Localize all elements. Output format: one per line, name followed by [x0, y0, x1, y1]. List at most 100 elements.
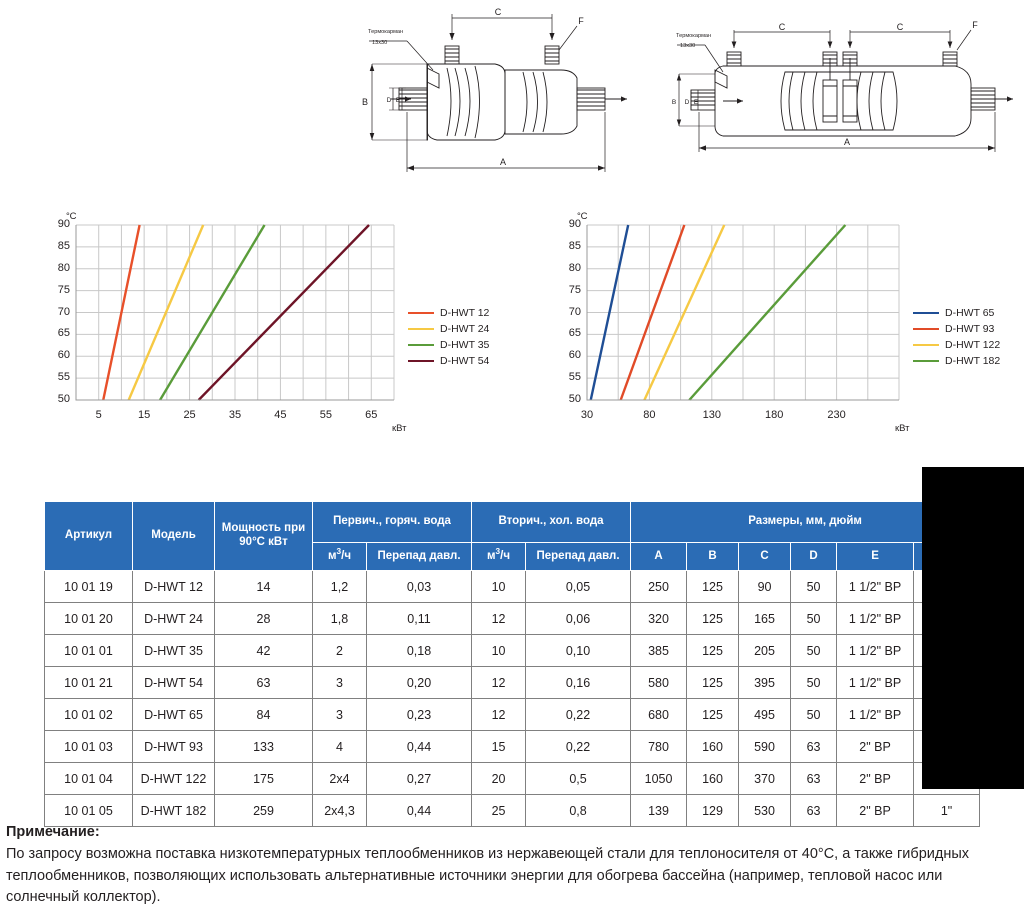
- legend-item: D-HWT 93: [913, 321, 1000, 337]
- header-primary-flow-sup: 3: [336, 546, 342, 556]
- y-axis-tick: 80: [57, 261, 70, 274]
- y-axis-tick: 75: [57, 283, 70, 296]
- cell-primary-pressure-drop: 0,44: [365, 794, 473, 827]
- axis-lines: [75, 225, 394, 401]
- header-primary-flow-tail: /ч: [341, 549, 351, 562]
- header-dim-c: C: [738, 542, 792, 571]
- header-primary-flow: м3/ч: [312, 542, 367, 571]
- y-axis-tick: 75: [568, 283, 581, 296]
- cell-dim-b: 125: [686, 634, 740, 667]
- cell-dim-a: 1050: [630, 762, 688, 795]
- x-axis-tick: 15: [138, 409, 151, 421]
- y-axis-tick: 85: [57, 239, 70, 252]
- cell-dim-e: 1 1/2" ВР: [836, 666, 915, 699]
- cell-dim-a: 780: [630, 730, 688, 763]
- table-row: 10 01 03 D-HWT 93 133 4 0,44 15 0,22 780 160 590 6…: [44, 730, 981, 763]
- header-power-line2: 90°C кВт: [239, 536, 288, 548]
- axis-lines: [586, 225, 899, 401]
- header-power: Мощность при 90°C кВт: [214, 501, 313, 571]
- cell-dim-d: 63: [790, 762, 838, 795]
- legend-label: D-HWT 182: [945, 355, 1001, 367]
- series-line-d-hwt-35: [159, 224, 266, 401]
- cell-secondary-pressure-drop: 0,22: [525, 698, 632, 731]
- chart-large-xlabel: кВт: [895, 423, 910, 434]
- cell-primary-pressure-drop: 0,27: [365, 762, 473, 795]
- chart-small-legend: D-HWT 12 D-HWT 24 D-HWT 35 D-HWT 54: [408, 305, 489, 369]
- chart-large-legend: D-HWT 65 D-HWT 93 D-HWT 122 D-HWT 182: [913, 305, 1000, 369]
- cell-model: D-HWT 65: [132, 698, 215, 731]
- cell-dim-b: 125: [686, 666, 740, 699]
- table-header-row-top: Артикул Модель Мощность при 90°C кВт Пер…: [44, 501, 981, 571]
- header-secondary-pressure-drop: Перепад давл.: [525, 542, 632, 571]
- cell-secondary-flow: 20: [471, 762, 527, 795]
- cell-dim-a: 250: [630, 570, 688, 603]
- cell-article: 10 01 19: [44, 570, 133, 603]
- cell-dim-c: 395: [738, 666, 792, 699]
- header-primary-flow-base: м: [328, 549, 337, 562]
- legend-label: D-HWT 12: [440, 307, 490, 319]
- x-axis-tick: 30: [580, 409, 594, 421]
- cell-model: D-HWT 54: [132, 666, 215, 699]
- cell-power: 14: [214, 570, 313, 603]
- x-axis-tick: 5: [95, 409, 102, 421]
- cell-dim-a: 320: [630, 602, 688, 635]
- cell-primary-flow: 2x4: [312, 762, 367, 795]
- occluding-black-rectangle: [922, 467, 1024, 789]
- y-axis-tick: 70: [57, 305, 70, 318]
- x-axis-tick: 45: [274, 409, 287, 421]
- legend-label: D-HWT 24: [440, 323, 490, 335]
- table-header-row-sub: м3/ч Перепад давл. м3/ч Перепад давл. A …: [45, 542, 981, 571]
- diagram-right-dim-d: D: [685, 99, 690, 106]
- chart-small-models: °C кВт D-HWT 12 D-HWT 24 D-HWT 35 D-HWT 54 …: [40, 205, 540, 450]
- cell-secondary-flow: 15: [471, 730, 527, 763]
- cell-primary-pressure-drop: 0,20: [365, 666, 473, 699]
- x-axis-tick: 130: [702, 409, 721, 421]
- cell-dim-b: 160: [686, 730, 740, 763]
- diagram-left-thermowell-label: Термокарман: [368, 29, 403, 35]
- legend-item: D-HWT 12: [408, 305, 489, 321]
- header-article: Артикул: [44, 501, 133, 571]
- legend-label: D-HWT 35: [440, 339, 490, 351]
- chart-large-ylabel: °C: [577, 211, 588, 222]
- legend-item: D-HWT 122: [913, 337, 1000, 353]
- cell-primary-pressure-drop: 0,11: [365, 602, 473, 635]
- cell-dim-d: 63: [790, 794, 838, 827]
- y-axis-tick: 60: [57, 349, 70, 362]
- y-axis-tick: 70: [568, 305, 581, 318]
- cell-dim-d: 50: [790, 698, 838, 731]
- cell-primary-flow: 4: [312, 730, 367, 763]
- cell-article: 10 01 21: [44, 666, 133, 699]
- table-row: 10 01 04 D-HWT 122 175 2x4 0,27 20 0,5 1050 160 3…: [44, 762, 981, 795]
- x-axis-tick: 65: [365, 409, 378, 421]
- header-dim-d: D: [790, 542, 838, 571]
- diagram-right-dim-c2: C: [897, 22, 904, 32]
- legend-color-swatch: [408, 343, 434, 347]
- x-axis-tick: 230: [827, 409, 846, 421]
- header-model: Модель: [132, 501, 215, 571]
- cell-article: 10 01 20: [44, 602, 133, 635]
- cell-power: 133: [214, 730, 313, 763]
- chart-large-plot: [586, 224, 900, 401]
- cell-dim-a: 580: [630, 666, 688, 699]
- cell-dim-c: 370: [738, 762, 792, 795]
- y-axis-tick: 50: [57, 393, 70, 405]
- diagram-left-dim-d: D: [387, 97, 392, 104]
- cell-secondary-flow: 10: [471, 570, 527, 603]
- note-title-colon: :: [94, 824, 100, 840]
- table-row: 10 01 20 D-HWT 24 28 1,8 0,11 12 0,06 320 125 165…: [44, 602, 981, 635]
- cell-dim-b: 125: [686, 602, 740, 635]
- legend-color-swatch: [913, 359, 939, 363]
- table-body: 10 01 19 D-HWT 12 14 1,2 0,03 10 0,05 250 125 90 5…: [44, 570, 981, 827]
- series-line-d-hwt-182: [688, 224, 847, 401]
- cell-article: 10 01 04: [44, 762, 133, 795]
- cell-model: D-HWT 12: [132, 570, 215, 603]
- diagram-right-thermowell-label: Термокарман: [676, 33, 711, 39]
- cell-primary-flow: 2x4,3: [312, 794, 367, 827]
- table-row: 10 01 01 D-HWT 35 42 2 0,18 10 0,10 385 125 205 50…: [44, 634, 981, 667]
- cell-secondary-flow: 12: [471, 602, 527, 635]
- cell-dim-c: 590: [738, 730, 792, 763]
- cell-dim-c: 495: [738, 698, 792, 731]
- table-row: 10 01 19 D-HWT 12 14 1,2 0,03 10 0,05 250 125 90 5…: [44, 570, 981, 603]
- cell-secondary-flow: 10: [471, 634, 527, 667]
- chart-small-plot: [75, 224, 395, 401]
